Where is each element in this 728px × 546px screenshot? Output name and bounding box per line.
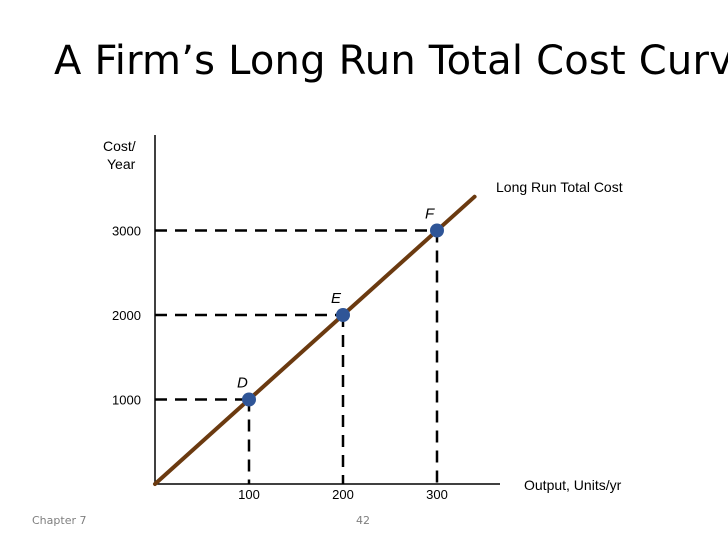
x-axis-label: Output, Units/yr [524,477,622,493]
point-label-E: E [331,290,342,307]
point-D [242,392,256,407]
y-tick-label: 1000 [112,393,141,408]
x-tick-label: 100 [238,487,260,502]
point-label-F: F [425,206,435,223]
y-tick-label: 3000 [112,224,141,239]
guide-lines [155,229,439,484]
x-tick-label: 200 [332,487,354,502]
series-label: Long Run Total Cost [496,179,623,195]
footer-chapter: Chapter 7 [32,514,87,527]
series-group [153,194,477,486]
page-number: 42 [356,514,370,527]
point-F [430,223,444,238]
series-line [153,194,477,486]
y-axis-label-line1: Cost/ [103,138,136,154]
y-axis-label-line2: Year [107,156,136,172]
labels-group: Cost/ Year Output, Units/yr Long Run Tot… [103,138,623,502]
points-group [242,223,444,407]
point-E [336,308,350,322]
x-tick-label: 300 [426,487,448,502]
slide-title: A Firm’s Long Run Total Cost Curve [54,38,728,84]
y-tick-label: 2000 [112,308,141,323]
point-label-D: D [237,375,248,392]
